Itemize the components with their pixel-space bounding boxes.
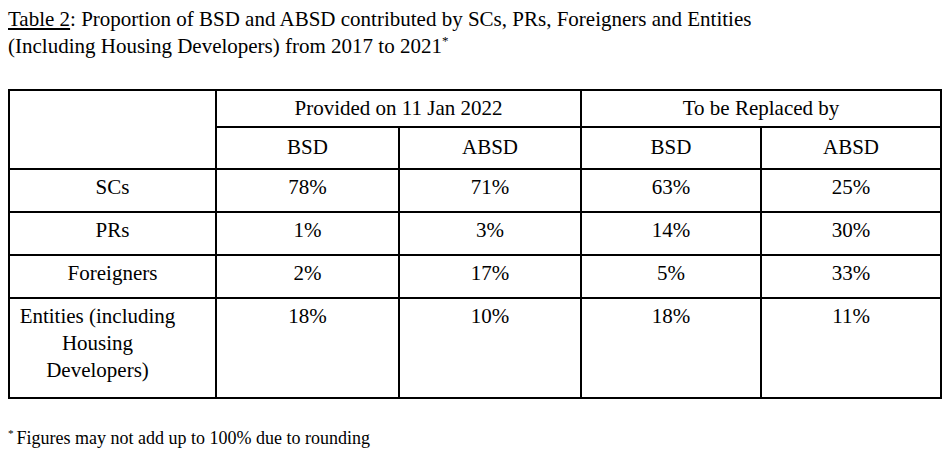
footnote-marker: * xyxy=(8,427,14,439)
subheader-bsd-2: BSD xyxy=(581,127,761,169)
corner-header-cell xyxy=(9,90,216,169)
cell-value: 25% xyxy=(761,169,941,212)
subheader-absd-1: ABSD xyxy=(399,127,581,169)
table-caption-text-line1: : Proportion of BSD and ABSD contributed… xyxy=(70,7,751,31)
cell-value: 11% xyxy=(761,298,941,398)
column-group-provided: Provided on 11 Jan 2022 xyxy=(216,90,581,127)
cell-value: 33% xyxy=(761,255,941,298)
table-header-group-row: Provided on 11 Jan 2022 To be Replaced b… xyxy=(9,90,941,127)
cell-value: 30% xyxy=(761,212,941,255)
cell-value: 18% xyxy=(581,298,761,398)
cell-value: 78% xyxy=(216,169,399,212)
subheader-bsd-1: BSD xyxy=(216,127,399,169)
cell-value: 18% xyxy=(216,298,399,398)
row-label: PRs xyxy=(9,212,216,255)
document-page: Table 2: Proportion of BSD and ABSD cont… xyxy=(0,0,947,463)
cell-value: 14% xyxy=(581,212,761,255)
cell-value: 3% xyxy=(399,212,581,255)
table-caption-text-line2: (Including Housing Developers) from 2017… xyxy=(8,34,442,58)
cell-value: 1% xyxy=(216,212,399,255)
title-footnote-marker: * xyxy=(442,33,449,48)
cell-value: 63% xyxy=(581,169,761,212)
table-row-prs: PRs 1% 3% 14% 30% xyxy=(9,212,941,255)
table-caption: Table 2: Proportion of BSD and ABSD cont… xyxy=(8,6,939,61)
cell-value: 17% xyxy=(399,255,581,298)
footnote-text: Figures may not add up to 100% due to ro… xyxy=(17,428,370,448)
footnote: *Figures may not add up to 100% due to r… xyxy=(8,427,939,450)
cell-value: 2% xyxy=(216,255,399,298)
row-label: SCs xyxy=(9,169,216,212)
proportion-table: Provided on 11 Jan 2022 To be Replaced b… xyxy=(8,89,942,399)
cell-value: 71% xyxy=(399,169,581,212)
column-group-replaced: To be Replaced by xyxy=(581,90,941,127)
subheader-absd-2: ABSD xyxy=(761,127,941,169)
table-caption-label: Table 2 xyxy=(8,7,70,31)
table-row-scs: SCs 78% 71% 63% 25% xyxy=(9,169,941,212)
cell-value: 5% xyxy=(581,255,761,298)
row-label: Foreigners xyxy=(9,255,216,298)
row-label-text: Entities (including Housing Developers) xyxy=(15,303,180,385)
row-label: Entities (including Housing Developers) xyxy=(9,298,216,398)
table-row-entities: Entities (including Housing Developers) … xyxy=(9,298,941,398)
table-row-foreigners: Foreigners 2% 17% 5% 33% xyxy=(9,255,941,298)
cell-value: 10% xyxy=(399,298,581,398)
